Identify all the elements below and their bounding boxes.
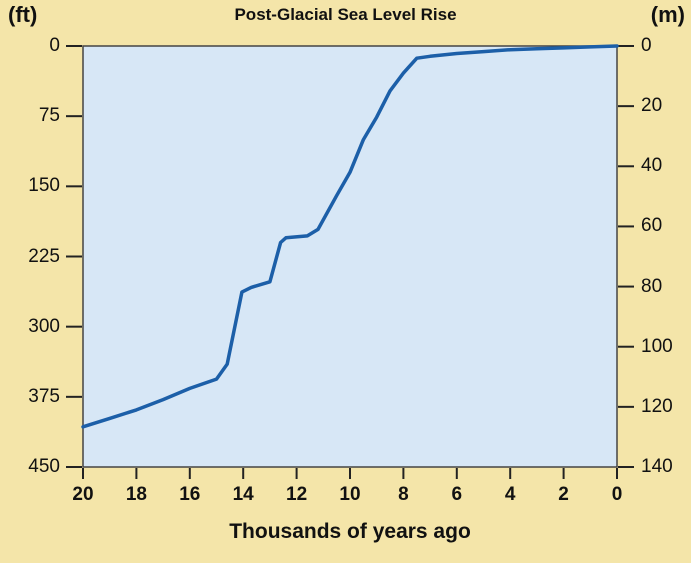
right-axis-unit: (m) [650,2,685,27]
sea-level-line [81,44,619,429]
chart-title: Post-Glacial Sea Level Rise [234,5,457,24]
x-axis-title: Thousands of years ago [229,520,471,543]
left-axis-unit: (ft) [8,2,38,27]
tick-marks [66,45,634,479]
plot-area [82,45,618,468]
